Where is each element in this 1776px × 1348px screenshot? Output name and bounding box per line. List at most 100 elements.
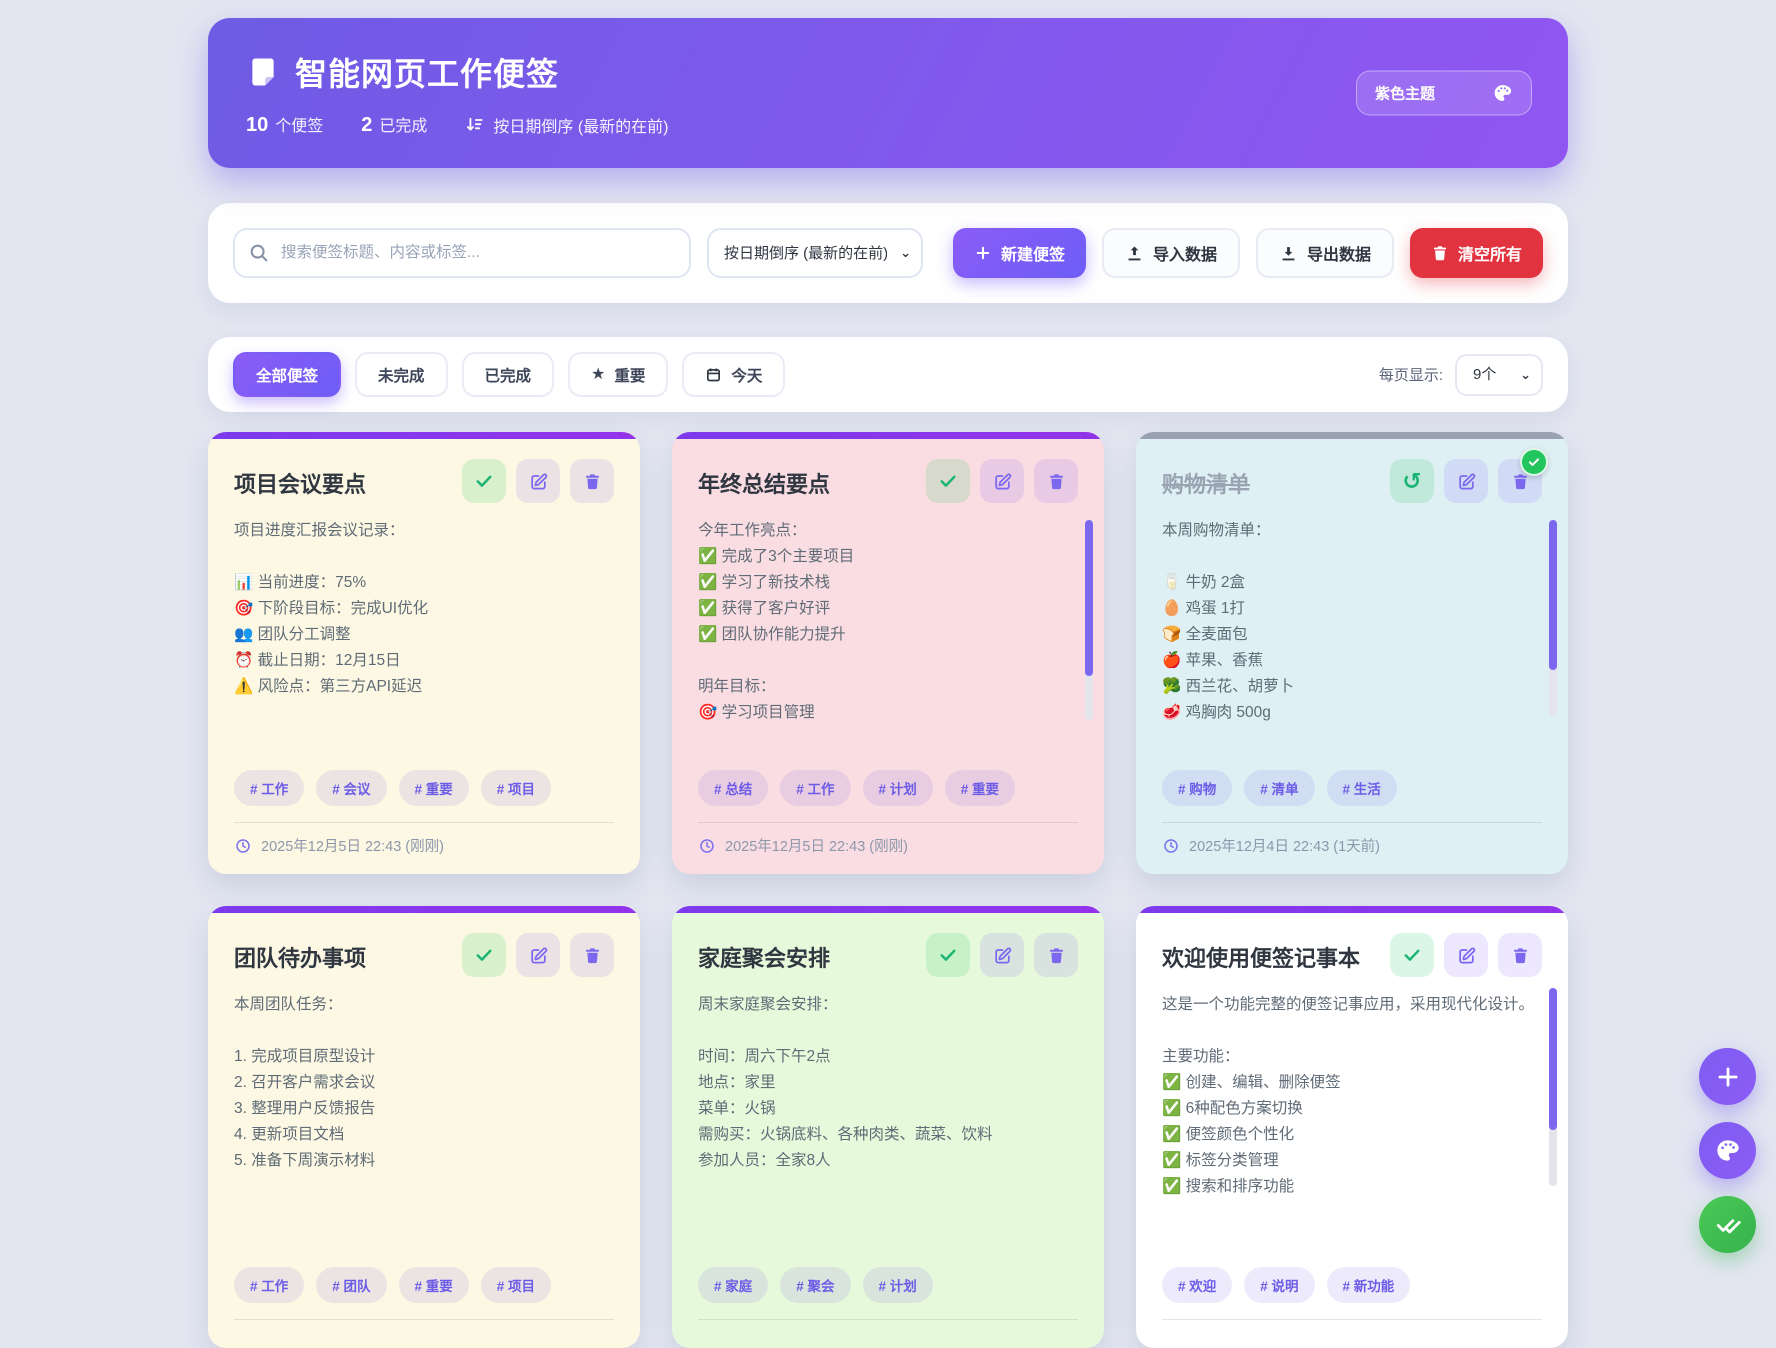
- note-tag[interactable]: # 生活: [1326, 770, 1397, 806]
- note-footer: 2025年12月5日 22:43 (刚刚): [698, 835, 1078, 858]
- complete-note-button[interactable]: [926, 459, 970, 503]
- note-line: 4. 更新项目文档: [234, 1126, 345, 1143]
- fab-theme-button[interactable]: [1699, 1122, 1756, 1179]
- note-line: ✅ 获得了客户好评: [698, 600, 831, 617]
- edit-icon: [1458, 947, 1475, 963]
- note-tag[interactable]: # 购物: [1162, 770, 1233, 806]
- edit-note-button[interactable]: [516, 933, 560, 977]
- tab-label: 今天: [731, 367, 763, 385]
- delete-note-button[interactable]: [570, 933, 614, 977]
- note-tag[interactable]: # 重要: [398, 1267, 469, 1303]
- complete-note-button[interactable]: [1390, 933, 1434, 977]
- note-tag[interactable]: # 工作: [780, 770, 851, 806]
- clear-all-button[interactable]: 清空所有: [1409, 228, 1543, 278]
- note-tag[interactable]: # 工作: [234, 770, 305, 806]
- note-title: 年终总结要点: [698, 472, 831, 497]
- note-tag[interactable]: # 家庭: [698, 1267, 769, 1303]
- export-data-button[interactable]: 导出数据: [1255, 228, 1394, 278]
- notes-count-stat: 10 个便签: [246, 112, 323, 137]
- note-line: 本周购物清单：: [1162, 522, 1271, 539]
- note-tag[interactable]: # 计划: [862, 1267, 933, 1303]
- complete-note-button[interactable]: [462, 933, 506, 977]
- search-input[interactable]: [233, 228, 691, 278]
- undo-complete-button[interactable]: ↺: [1390, 459, 1434, 503]
- note-line: ⏰ 截止日期：12月15日: [234, 652, 401, 669]
- edit-note-button[interactable]: [1444, 459, 1488, 503]
- note-line: ✅ 6种配色方案切换: [1162, 1100, 1303, 1117]
- card-body: 购物清单 ↺ 本周购物清单： 🥛 牛奶 2盒 🥚 鸡蛋 1打 🍞 全麦面包 🍎 …: [1136, 439, 1568, 874]
- card-top-strip: [208, 906, 640, 913]
- note-line: 📊 当前进度：75%: [234, 574, 367, 591]
- note-tag[interactable]: # 项目: [480, 770, 552, 806]
- edit-note-button[interactable]: [980, 459, 1024, 503]
- scrollbar-thumb[interactable]: [1549, 520, 1557, 670]
- tab-label: 未完成: [378, 367, 425, 385]
- note-content: 本周购物清单： 🥛 牛奶 2盒 🥚 鸡蛋 1打 🍞 全麦面包 🍎 苹果、香蕉 🥦…: [1162, 518, 1542, 726]
- delete-note-button[interactable]: [1034, 459, 1078, 503]
- note-tags: # 工作 # 会议 # 重要 # 项目: [234, 770, 614, 806]
- note-line: 明年目标：: [698, 678, 776, 695]
- tab-important[interactable]: ★ 重要: [568, 352, 669, 397]
- note-line: ✅ 完成了3个主要项目: [698, 548, 855, 565]
- fab-complete-all-button[interactable]: [1699, 1196, 1756, 1253]
- sort-descending-icon: [467, 117, 483, 130]
- import-data-button[interactable]: 导入数据: [1101, 228, 1240, 278]
- delete-note-button[interactable]: [570, 459, 614, 503]
- note-tag[interactable]: # 计划: [862, 770, 933, 806]
- tab-all-notes[interactable]: 全部便签: [233, 352, 342, 397]
- delete-note-button[interactable]: [1498, 933, 1542, 977]
- note-tag[interactable]: # 总结: [698, 770, 769, 806]
- note-tag[interactable]: # 欢迎: [1162, 1267, 1233, 1303]
- note-tag[interactable]: # 项目: [480, 1267, 552, 1303]
- scrollbar-thumb[interactable]: [1085, 520, 1093, 676]
- new-note-label: 新建便签: [1000, 247, 1065, 264]
- note-card-family-gathering: 家庭聚会安排 周末家庭聚会安排： 时间：周六下午2点 地点：家里 菜单：火锅 需…: [672, 906, 1104, 1348]
- check-icon: [476, 475, 492, 487]
- note-line: [234, 544, 614, 570]
- note-line: 🥛 牛奶 2盒: [1162, 574, 1246, 591]
- note-title: 欢迎使用便签记事本: [1162, 946, 1361, 971]
- plus-icon: [1717, 1066, 1738, 1087]
- note-line: 本周团队任务：: [234, 996, 343, 1013]
- tab-label: 已完成: [484, 367, 532, 385]
- note-tag[interactable]: # 重要: [944, 770, 1016, 806]
- scrollbar-thumb[interactable]: [1549, 988, 1557, 1130]
- trash-icon: [1049, 473, 1063, 489]
- note-tag[interactable]: # 团队: [316, 1267, 387, 1303]
- complete-note-button[interactable]: [926, 933, 970, 977]
- note-title: 购物清单: [1162, 472, 1251, 497]
- note-line: [1162, 1018, 1542, 1044]
- card-divider: [698, 1319, 1078, 1320]
- edit-icon: [994, 947, 1011, 963]
- complete-note-button[interactable]: [462, 459, 506, 503]
- note-tag[interactable]: # 重要: [398, 770, 469, 806]
- tab-incomplete[interactable]: 未完成: [355, 352, 448, 397]
- note-actions: ↺: [1390, 459, 1542, 503]
- per-page-select[interactable]: 9个: [1455, 353, 1543, 396]
- note-tag[interactable]: # 说明: [1244, 1267, 1315, 1303]
- sort-info: 按日期倒序 (最新的在前): [465, 113, 669, 137]
- tab-today[interactable]: 今天: [682, 352, 786, 397]
- note-tags: # 家庭 # 聚会 # 计划: [698, 1267, 1078, 1303]
- new-note-button[interactable]: 新建便签: [952, 228, 1086, 278]
- check-icon: [940, 475, 956, 487]
- trash-icon: [1513, 947, 1527, 963]
- sort-select[interactable]: 按日期倒序 (最新的在前): [707, 228, 923, 278]
- theme-button-label: 紫色主题: [1375, 85, 1436, 103]
- fab-add-note-button[interactable]: [1699, 1048, 1756, 1105]
- tab-completed[interactable]: 已完成: [461, 352, 555, 397]
- note-tag[interactable]: # 会议: [316, 770, 387, 806]
- note-tag[interactable]: # 新功能: [1326, 1267, 1411, 1303]
- completed-badge: [1520, 448, 1548, 476]
- note-tag[interactable]: # 清单: [1244, 770, 1315, 806]
- edit-note-button[interactable]: [1444, 933, 1488, 977]
- theme-button[interactable]: 紫色主题: [1356, 70, 1532, 116]
- note-card-welcome: 欢迎使用便签记事本 这是一个功能完整的便签记事应用，采用现代化设计。 主要功能：…: [1136, 906, 1568, 1348]
- edit-note-button[interactable]: [516, 459, 560, 503]
- card-scrollbar: [1085, 520, 1093, 720]
- delete-note-button[interactable]: [1034, 933, 1078, 977]
- done-count-label: 已完成: [379, 118, 428, 135]
- note-tag[interactable]: # 聚会: [780, 1267, 851, 1303]
- edit-note-button[interactable]: [980, 933, 1024, 977]
- note-tag[interactable]: # 工作: [234, 1267, 305, 1303]
